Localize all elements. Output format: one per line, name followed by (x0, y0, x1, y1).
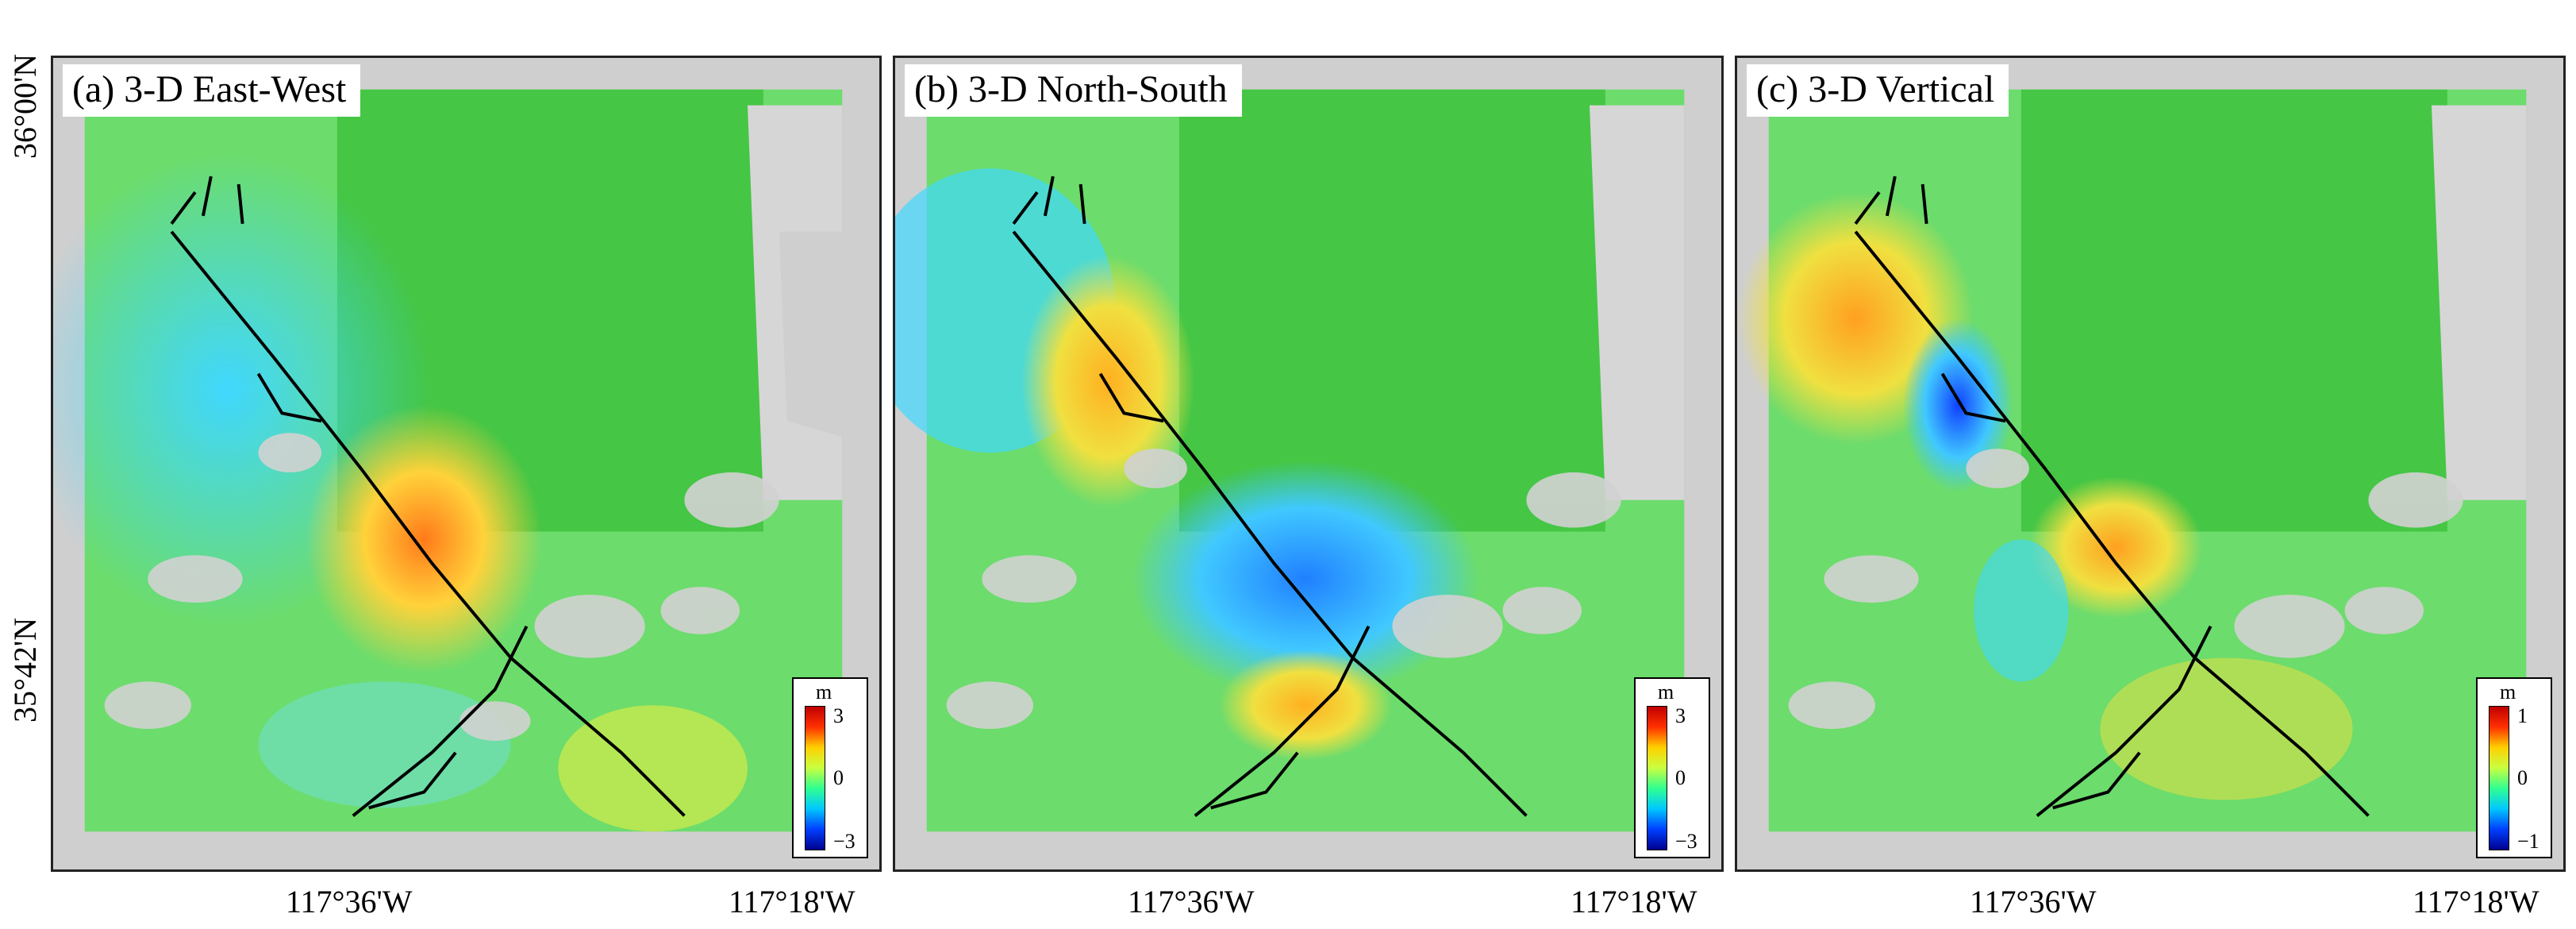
colorbar-min: −3 (1675, 830, 1697, 853)
panel-north-south: (b) 3-D North-South m 3 0 −3 (893, 56, 1724, 872)
colorbar-unit: m (816, 680, 832, 703)
colorbar: m 1 0 −1 (2476, 677, 2552, 858)
lon-label-a-117-36: 117°36'W (286, 884, 413, 919)
lat-label-36-00: 36°00'N (7, 53, 43, 159)
displacement-map-vertical (1737, 58, 2563, 869)
colorbar-ramp (1647, 706, 1667, 850)
colorbar-min: −3 (833, 830, 855, 853)
colorbar-unit: m (2500, 680, 2516, 703)
colorbar-max: 1 (2517, 704, 2528, 727)
panel-title: (a) 3-D East-West (63, 64, 361, 117)
panel-vertical: (c) 3-D Vertical m 1 0 −1 (1735, 56, 2566, 872)
colorbar-min: −1 (2517, 830, 2539, 853)
colorbar-unit: m (1658, 680, 1674, 703)
lat-label-35-42: 35°42'N (7, 617, 43, 723)
lon-label-c-117-18: 117°18'W (2413, 884, 2539, 919)
panel-title: (c) 3-D Vertical (1747, 64, 2009, 117)
colorbar: m 3 0 −3 (792, 677, 868, 858)
colorbar: m 3 0 −3 (1634, 677, 1710, 858)
colorbar-ramp (2489, 706, 2509, 850)
colorbar-mid: 0 (1675, 766, 1686, 789)
colorbar-max: 3 (1675, 704, 1686, 727)
colorbar-ramp (805, 706, 825, 850)
colorbar-mid: 0 (833, 766, 844, 789)
colorbar-mid: 0 (2517, 766, 2528, 789)
colorbar-max: 3 (833, 704, 844, 727)
lon-label-b-117-18: 117°18'W (1571, 884, 1697, 919)
lon-label-c-117-36: 117°36'W (1970, 884, 2097, 919)
displacement-map-north-south (895, 58, 1721, 869)
lon-label-a-117-18: 117°18'W (729, 884, 855, 919)
displacement-map-east-west (53, 58, 879, 869)
lon-label-b-117-36: 117°36'W (1128, 884, 1255, 919)
panel-east-west: (a) 3-D East-West m 3 0 −3 (51, 56, 882, 872)
panel-title: (b) 3-D North-South (905, 64, 1242, 117)
